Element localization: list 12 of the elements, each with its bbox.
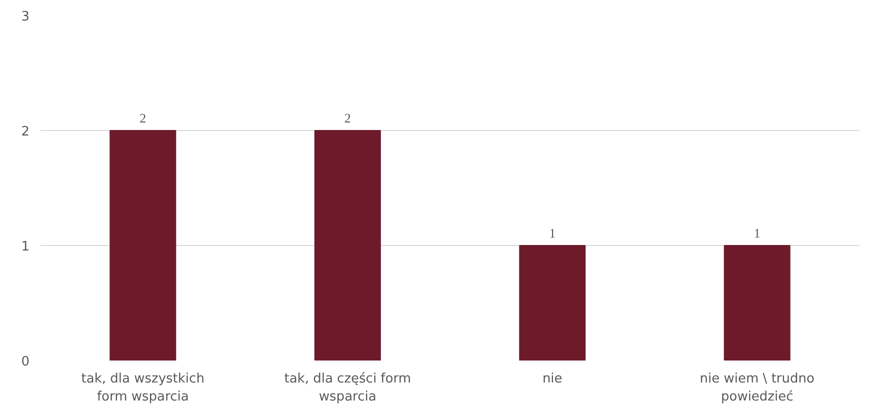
x-tick-label: nie — [542, 372, 562, 386]
x-tick-label: tak, dla wszystkich form wsparcia — [81, 372, 204, 404]
data-label: 2 — [140, 110, 146, 126]
data-label: 1 — [549, 226, 556, 240]
x-tick-label: tak, dla części form wsparcia — [284, 372, 412, 404]
data-label: 2 — [344, 110, 351, 126]
data-label: 1 — [754, 226, 760, 240]
x-tick-label: nie wiem \ trudno powiedzieć — [700, 372, 814, 404]
y-tick-label: 0 — [21, 354, 30, 370]
y-tick-label: 1 — [21, 240, 30, 254]
y-tick-label: 2 — [21, 124, 30, 140]
y-tick-label: 3 — [21, 10, 30, 24]
